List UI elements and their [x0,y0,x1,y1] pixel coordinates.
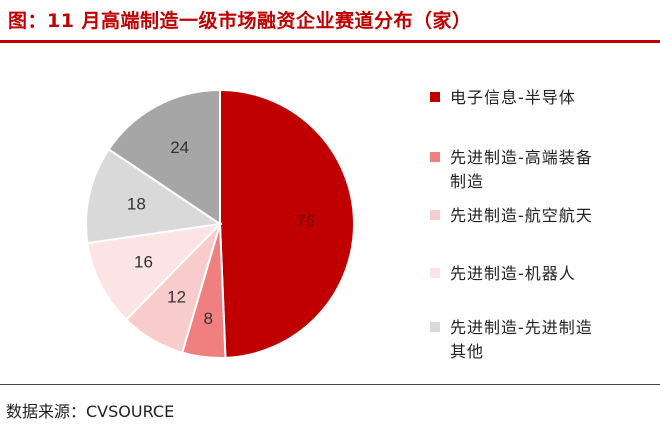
legend-label: 先进制造-航空航天 [450,206,593,225]
pie-slice-value-label-1: 8 [203,309,212,328]
source-note: 数据来源：CVSOURCE [6,402,175,421]
legend-item-2: 先进制造-航空航天 [430,204,650,228]
pie-slice-3 [86,222,223,322]
title-rule [0,40,660,43]
legend-swatch [430,268,440,278]
legend-swatch [430,152,440,162]
pie-slice-value-label-3: 16 [134,252,153,271]
legend-label: 先进制造-机器人 [450,264,576,283]
pie-slice-value-label-4: 18 [127,194,146,213]
legend-item-4: 先进制造-先进制造 其他 [430,316,650,364]
pie-chart: 76 8 12 16 18 24 [0,44,660,382]
legend-item-0: 电子信息-半导体 [430,86,650,110]
legend-label: 先进制造-高端装备 制造 [450,148,593,191]
legend-swatch [430,322,440,332]
source-rule [0,384,660,385]
legend-label: 先进制造-先进制造 其他 [450,318,593,361]
pie-slice-value-label-0: 76 [296,212,315,231]
pie-slice-value-label-5: 24 [170,138,189,157]
legend-label: 电子信息-半导体 [450,88,576,107]
pie-slice-0 [219,88,355,359]
chart-title: 图：11 月高端制造一级市场融资企业赛道分布（家） [8,10,472,32]
legend-item-3: 先进制造-机器人 [430,262,650,286]
legend-item-1: 先进制造-高端装备 制造 [430,146,650,194]
legend-swatch [430,210,440,220]
pie-chart-svg: 76 8 12 16 18 24 [85,88,355,359]
pie-slice-5 [107,88,221,226]
pie-slice-value-label-2: 12 [167,287,186,306]
pie-slice-4 [85,147,223,245]
legend-swatch [430,92,440,102]
